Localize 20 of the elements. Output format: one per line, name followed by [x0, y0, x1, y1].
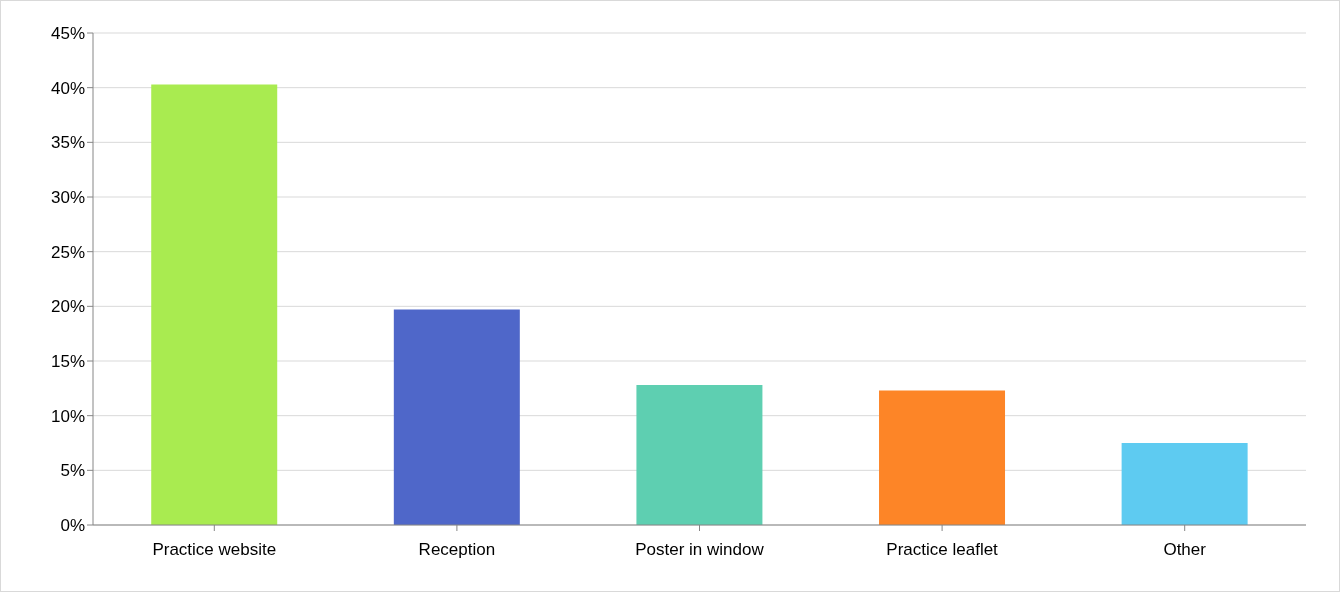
y-tick-label: 10% — [50, 406, 85, 426]
y-tick-label: 5% — [60, 461, 85, 481]
x-tick-label: Poster in window — [635, 540, 765, 560]
y-tick-label: 40% — [50, 78, 85, 98]
bar — [879, 390, 1006, 525]
y-tick-label: 25% — [50, 242, 85, 262]
bar — [636, 385, 763, 525]
y-tick-label: 0% — [60, 516, 85, 536]
x-tick-label: Other — [1163, 540, 1207, 560]
y-tick-label: 20% — [50, 297, 85, 317]
y-tick-label: 35% — [50, 133, 85, 153]
x-tick-label: Reception — [418, 540, 496, 560]
bar — [1121, 443, 1248, 525]
bar — [393, 309, 520, 525]
bar — [151, 84, 278, 525]
x-tick-label: Practice website — [152, 540, 277, 560]
y-tick-label: 30% — [50, 188, 85, 208]
x-tick-label: Practice leaflet — [886, 540, 999, 560]
y-tick-label: 15% — [50, 352, 85, 372]
y-tick-label: 45% — [50, 24, 85, 44]
